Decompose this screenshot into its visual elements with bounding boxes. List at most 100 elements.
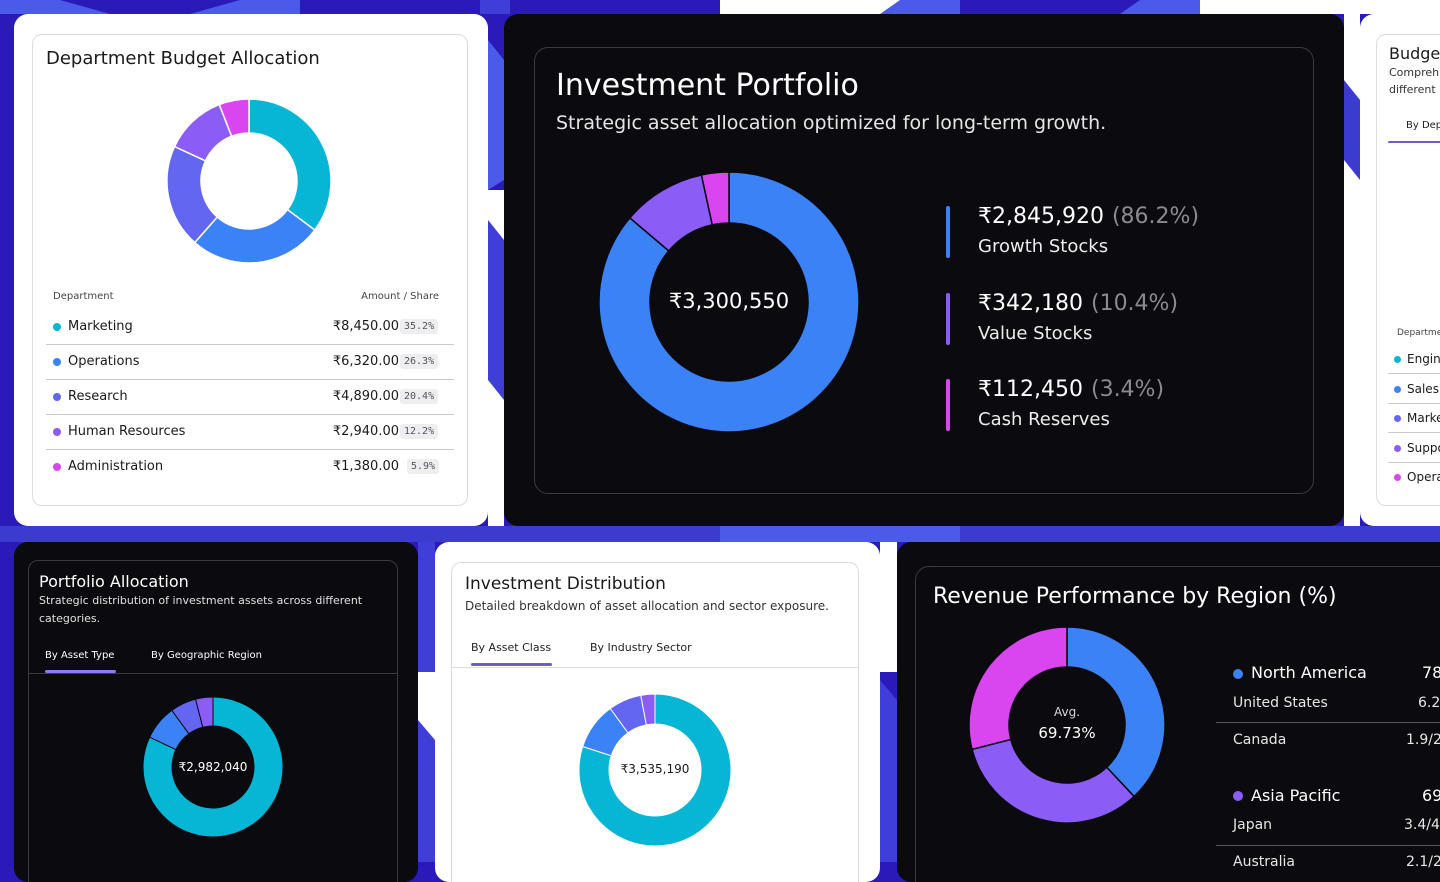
- distribution-total: ₹3,535,190: [620, 762, 690, 776]
- distribution-tab-divider: [451, 667, 859, 668]
- cash-reserves-slice[interactable]: [700, 172, 730, 226]
- region-north-america-value: 78: [1422, 663, 1440, 682]
- series-dot: [1394, 444, 1401, 452]
- portfolio-tab-divider: [28, 673, 398, 674]
- class-4-slice[interactable]: [640, 694, 656, 726]
- legend-label: Growth Stocks: [978, 236, 1109, 257]
- revenue-row-divider-1: [1216, 722, 1440, 723]
- distribution-title: Investment Distribution: [465, 574, 666, 594]
- investment-total: ₹3,300,550: [668, 289, 790, 313]
- legend-share: (3.4%): [1090, 377, 1165, 402]
- portfolio-total: ₹2,982,040: [178, 760, 248, 774]
- department-amount: ₹2,940.00: [332, 424, 399, 439]
- series-dot: [1394, 385, 1401, 393]
- investment-distribution-card: Investment Distribution Detailed breakdo…: [435, 542, 880, 882]
- department-name: Marketing: [68, 319, 133, 334]
- class-1-slice[interactable]: [579, 694, 731, 846]
- legend-color-bar: [946, 379, 950, 431]
- budget-card-title: Department Budget Allocation: [46, 48, 320, 69]
- row-divider: [46, 344, 454, 345]
- legend-share: (10.4%): [1090, 290, 1179, 316]
- subregion-united-states: United States: [1233, 695, 1328, 711]
- asset-1-slice[interactable]: [143, 697, 283, 837]
- department-name: Engin: [1407, 352, 1440, 366]
- row-divider: [1388, 461, 1440, 463]
- asia-pacific-slice[interactable]: [971, 738, 1136, 823]
- north-america-slice[interactable]: [1066, 627, 1165, 798]
- revenue-center-value: 69.73%: [1038, 724, 1096, 742]
- legend-label: Cash Reserves: [978, 409, 1110, 430]
- share-badge: 20.4%: [400, 389, 439, 404]
- investment-donut-chart[interactable]: [599, 172, 859, 432]
- tab-by-asset-class[interactable]: By Asset Class: [471, 641, 552, 654]
- revenue-donut-chart[interactable]: [969, 627, 1165, 823]
- department-amount: ₹1,380.00: [332, 459, 399, 474]
- tab-by-asset-type[interactable]: By Asset Type: [45, 650, 115, 661]
- budget-partial-tab-underline: [1388, 141, 1440, 143]
- department-name: Opera: [1407, 470, 1440, 484]
- subregion-japan-value: 3.4/4: [1404, 817, 1440, 833]
- budget-partial-frame: [1376, 34, 1440, 506]
- asia-pacific-dot: [1233, 791, 1243, 801]
- budget-donut-chart[interactable]: [164, 96, 334, 266]
- department-amount: ₹8,450.00: [332, 319, 399, 334]
- region-north-america: North America: [1251, 663, 1367, 682]
- revenue-row-divider-2: [1216, 845, 1440, 846]
- budget-partial-tab[interactable]: By Dep: [1406, 120, 1440, 131]
- legend-value: ₹2,845,920 (86.2%): [978, 204, 1199, 229]
- series-dot: [53, 393, 61, 401]
- subregion-japan: Japan: [1233, 817, 1273, 833]
- portfolio-subtitle-1: Strategic distribution of investment ass…: [39, 594, 363, 607]
- tab-by-industry-sector[interactable]: By Industry Sector: [590, 641, 692, 654]
- distribution-subtitle: Detailed breakdown of asset allocation a…: [465, 599, 829, 613]
- other-region-slice[interactable]: [969, 627, 1068, 751]
- legend-value: ₹112,450 (3.4%): [978, 377, 1164, 402]
- budget-card-frame: [32, 34, 468, 506]
- department-budget-card: Department Budget Allocation Department …: [14, 14, 488, 526]
- legend-color-bar: [946, 206, 950, 258]
- portfolio-donut-chart[interactable]: [143, 697, 283, 837]
- region-asia-pacific: Asia Pacific: [1251, 786, 1341, 805]
- series-dot: [53, 428, 61, 436]
- legend-label: Value Stocks: [978, 322, 1093, 344]
- investment-portfolio-card: Investment Portfolio Strategic asset all…: [504, 14, 1344, 526]
- administration-slice[interactable]: [218, 98, 250, 138]
- budget-partial-title: Budge: [1389, 44, 1440, 63]
- north-america-dot: [1233, 669, 1243, 679]
- legend-amount: ₹342,180: [978, 290, 1083, 316]
- tab-by-geographic-region[interactable]: By Geographic Region: [151, 650, 262, 661]
- budget-partial-subtitle-2: different: [1389, 83, 1436, 96]
- share-badge: 12.2%: [400, 424, 439, 439]
- budget-col-department: Department: [53, 291, 114, 302]
- department-name: Human Resources: [68, 424, 186, 439]
- region-asia-pacific-value: 69: [1422, 786, 1440, 805]
- department-name: Research: [68, 389, 128, 404]
- investment-card-frame: [534, 47, 1314, 494]
- distribution-tab-underline: [471, 663, 552, 666]
- series-dot: [53, 463, 61, 471]
- investment-subtitle: Strategic asset allocation optimized for…: [556, 112, 1107, 134]
- growth-stocks-slice[interactable]: [599, 172, 859, 432]
- department-amount: ₹6,320.00: [332, 354, 399, 369]
- legend-value: ₹342,180 (10.4%): [978, 291, 1178, 316]
- portfolio-allocation-card: Portfolio Allocation Strategic distribut…: [14, 542, 418, 882]
- marketing-slice[interactable]: [248, 98, 332, 232]
- row-divider: [46, 414, 454, 415]
- legend-amount: ₹112,450: [978, 377, 1083, 402]
- asset-4-slice[interactable]: [194, 697, 214, 728]
- series-dot: [1394, 356, 1401, 363]
- share-badge: 26.3%: [400, 354, 439, 369]
- department-name: Operations: [68, 354, 140, 369]
- row-divider: [46, 379, 454, 380]
- legend-color-bar: [946, 292, 950, 345]
- distribution-donut-chart[interactable]: [579, 694, 731, 846]
- department-amount: ₹4,890.00: [332, 389, 399, 404]
- portfolio-title: Portfolio Allocation: [39, 572, 189, 591]
- row-divider: [1388, 432, 1440, 433]
- subregion-canada-value: 1.9/2: [1406, 732, 1440, 748]
- subregion-australia-value: 2.1/2: [1406, 854, 1440, 870]
- row-divider: [46, 449, 454, 450]
- revenue-card-frame: [915, 566, 1440, 882]
- budget-partial-col: Departme: [1397, 328, 1440, 338]
- subregion-canada: Canada: [1233, 732, 1287, 748]
